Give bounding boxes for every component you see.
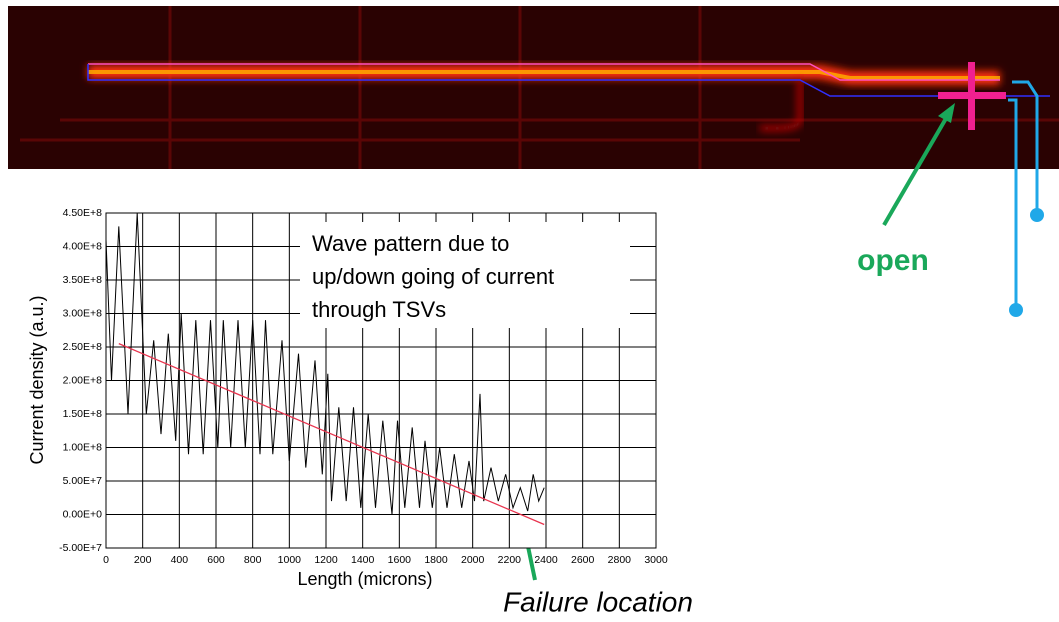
x-tick-label: 2200	[498, 554, 522, 566]
y-tick-label: 1.50E+8	[63, 408, 103, 420]
heatmap-image	[8, 6, 1059, 169]
y-tick-label: 1.00E+8	[63, 441, 103, 453]
y-axis-title: Current density (a.u.)	[27, 295, 47, 464]
slide: open Failure location Length (microns) C…	[0, 0, 1059, 622]
note-line: Wave pattern due to	[312, 231, 509, 256]
y-tick-label: 3.00E+8	[63, 307, 103, 319]
y-tick-label: 2.00E+8	[63, 374, 103, 386]
x-tick-label: 2600	[571, 554, 595, 566]
x-tick-label: 2400	[534, 554, 558, 566]
x-axis-title: Length (microns)	[297, 569, 432, 589]
x-tick-label: 3000	[644, 554, 668, 566]
x-tick-label: 1200	[314, 554, 338, 566]
x-tick-label: 2800	[608, 554, 632, 566]
open-label: open	[857, 244, 929, 277]
x-tick-label: 600	[207, 554, 225, 566]
x-tick-label: 1000	[278, 554, 302, 566]
y-tick-label: 4.50E+8	[63, 207, 103, 219]
x-tick-label: 1600	[388, 554, 412, 566]
y-tick-label: 4.00E+8	[63, 240, 103, 252]
x-tick-label: 0	[103, 554, 109, 566]
x-tick-label: 400	[171, 554, 189, 566]
plot: 0 200 400 600 800 1000 1200 1400 1600 1800 2000 220…	[59, 207, 668, 566]
note-line: up/down going of current	[312, 264, 554, 289]
y-tick-label: 3.50E+8	[63, 274, 103, 286]
x-tick-label: 1800	[424, 554, 448, 566]
x-tick-label: 1400	[351, 554, 375, 566]
x-tick-label: 2000	[461, 554, 485, 566]
y-tick-label: -5.00E+7	[59, 542, 102, 554]
x-tick-label: 200	[134, 554, 152, 566]
y-tick-label: 5.00E+7	[63, 475, 103, 487]
note-line: through TSVs	[312, 297, 446, 322]
x-tick-label: 800	[244, 554, 262, 566]
y-tick-label: 0.00E+0	[63, 508, 103, 520]
failure-label: Failure location	[503, 586, 693, 617]
y-tick-label: 2.50E+8	[63, 341, 103, 353]
